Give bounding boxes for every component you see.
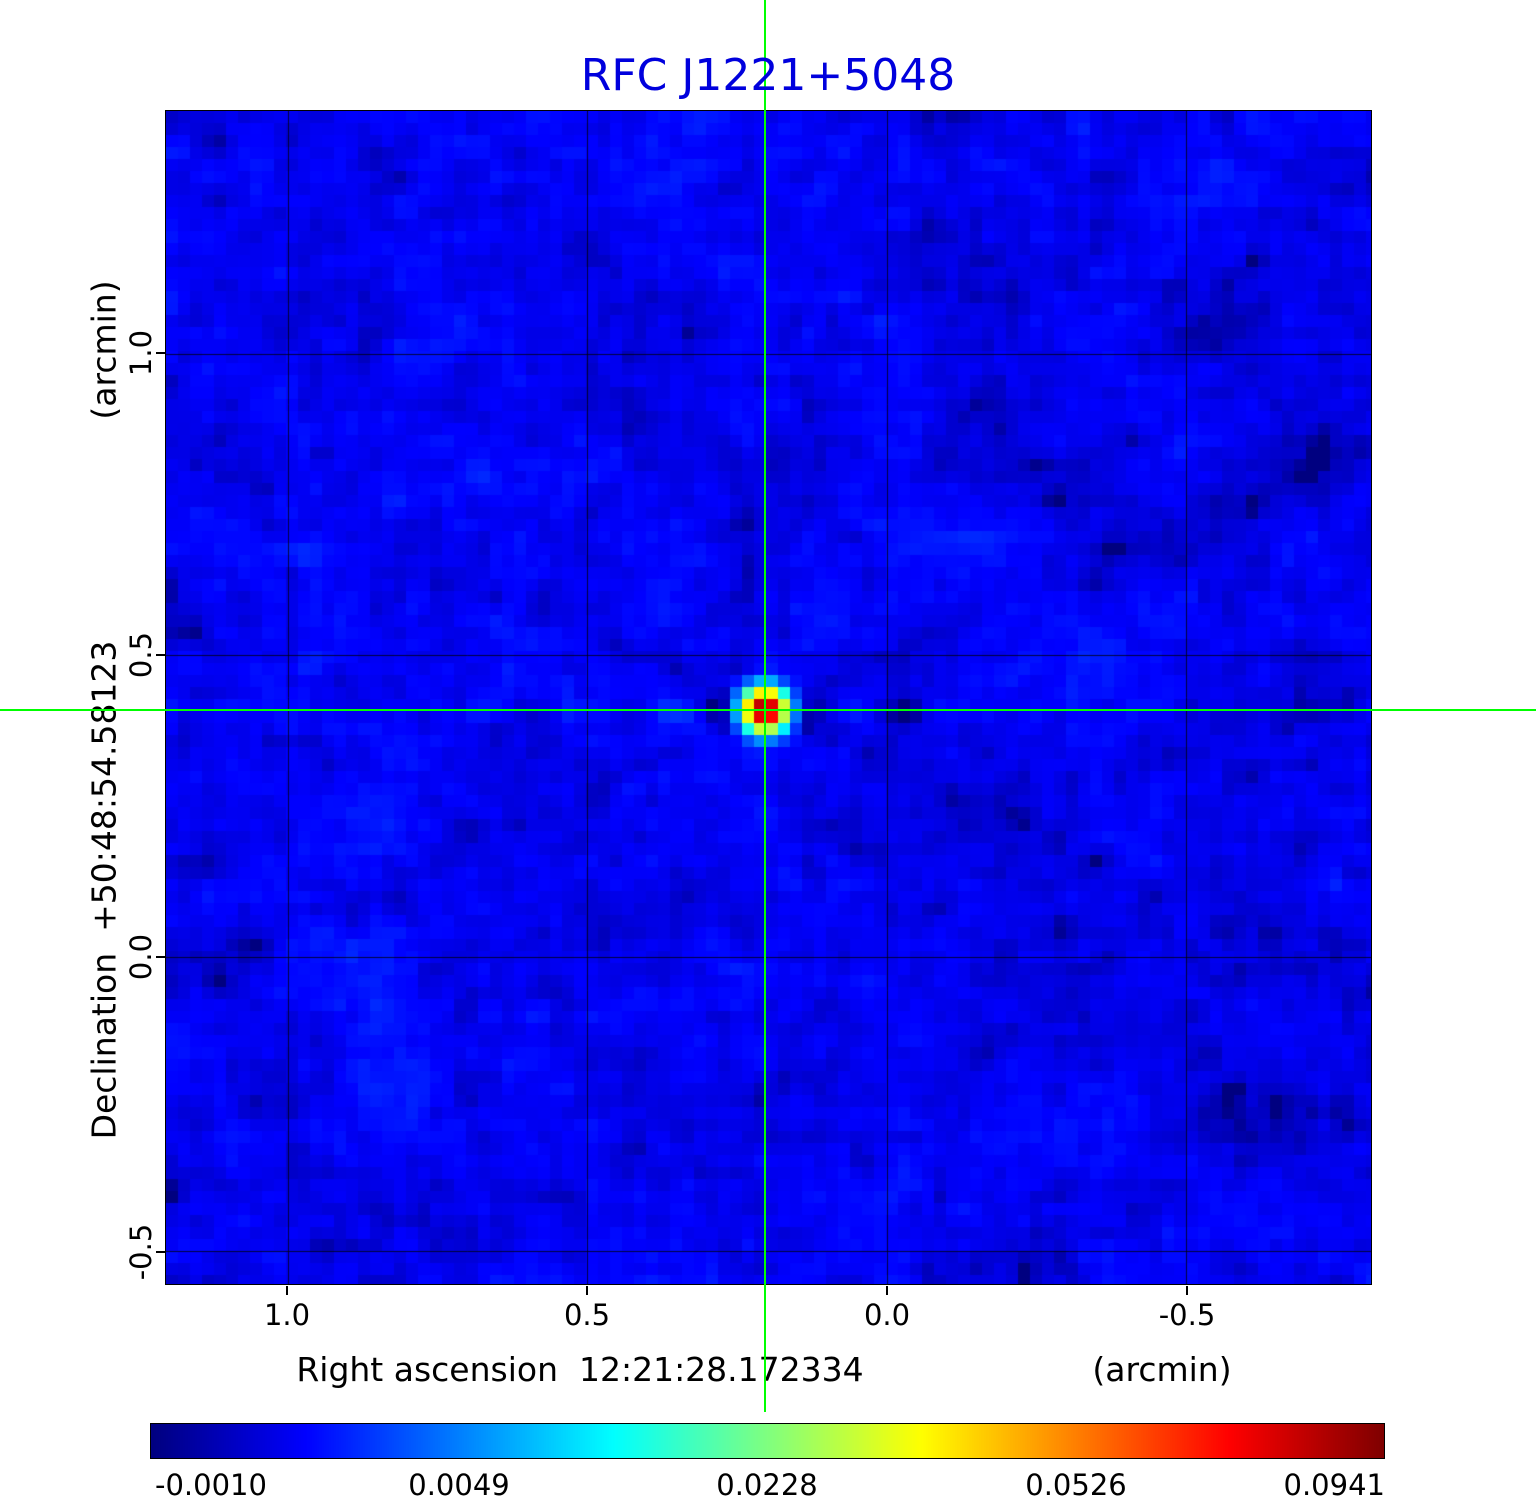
crosshair-vertical-line xyxy=(764,0,766,1412)
x-tick-mark xyxy=(586,1286,588,1295)
y-tick-label-2: 0.0 xyxy=(124,933,158,981)
y-tick-label-0: 1.0 xyxy=(124,329,158,377)
colorbar-tick-label-1: 0.0049 xyxy=(408,1468,510,1502)
colorbar-tick-label-0: -0.0010 xyxy=(155,1468,267,1502)
y-tick-mark xyxy=(156,654,165,656)
y-tick-mark xyxy=(156,352,165,354)
y-tick-label-1: 0.5 xyxy=(124,631,158,679)
x-tick-mark xyxy=(1186,1286,1188,1295)
x-tick-label-1: 0.5 xyxy=(563,1298,611,1332)
colorbar-gradient-canvas xyxy=(151,1424,1384,1458)
x-axis-unit: (arcmin) xyxy=(1092,1350,1232,1389)
colorbar-tick-label-3: 0.0526 xyxy=(1025,1468,1127,1502)
x-axis-label: Right ascension 12:21:28.172334 xyxy=(296,1350,864,1389)
y-axis-label: Declination +50:48:54.58123 xyxy=(84,640,124,1140)
colorbar xyxy=(150,1423,1385,1459)
intensity-map xyxy=(165,110,1372,1285)
colorbar-tick-label-2: 0.0228 xyxy=(716,1468,818,1502)
intensity-map-canvas xyxy=(166,111,1371,1284)
x-tick-mark xyxy=(286,1286,288,1295)
plot-title: RFC J1221+5048 xyxy=(580,50,956,101)
crosshair-horizontal-line xyxy=(0,709,1536,711)
colorbar-tick-label-4: 0.0941 xyxy=(1283,1468,1385,1502)
y-tick-mark xyxy=(156,1251,165,1253)
y-axis-unit: (arcmin) xyxy=(84,280,124,420)
x-tick-label-2: 0.0 xyxy=(863,1298,911,1332)
y-tick-mark xyxy=(156,956,165,958)
x-tick-label-3: -0.5 xyxy=(1158,1298,1216,1332)
y-tick-label-3: -0.5 xyxy=(124,1223,158,1281)
x-tick-mark xyxy=(886,1286,888,1295)
x-tick-label-0: 1.0 xyxy=(263,1298,311,1332)
